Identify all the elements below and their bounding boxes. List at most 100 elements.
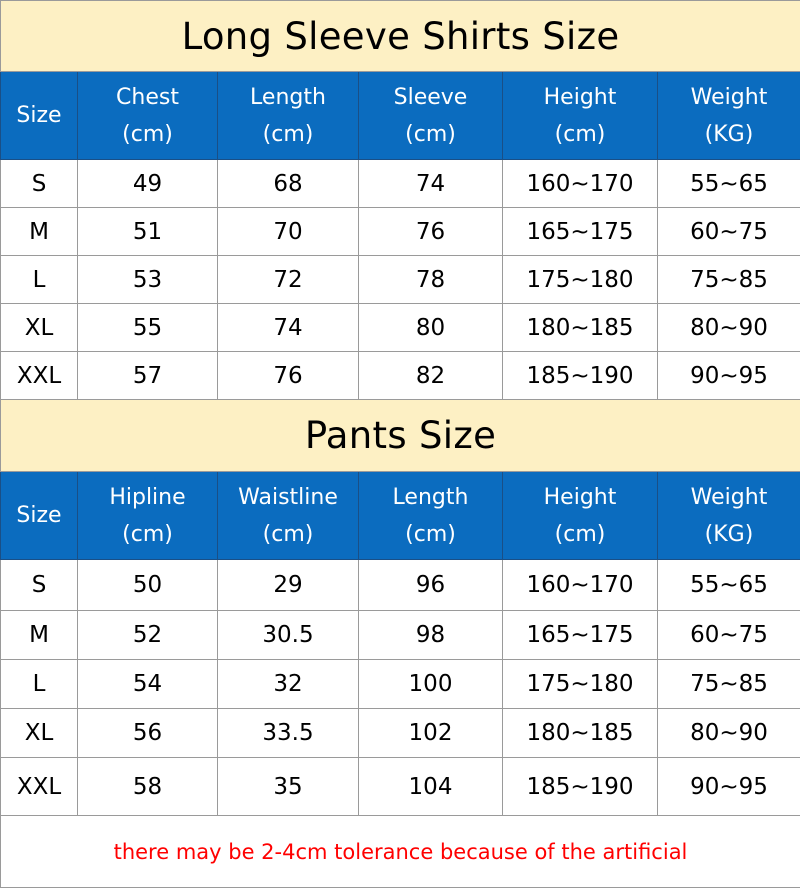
value-cell: 80 bbox=[358, 303, 503, 352]
value-cell: 52 bbox=[77, 610, 218, 660]
size-cell: XL bbox=[0, 303, 78, 352]
value-cell: 55~65 bbox=[657, 159, 800, 208]
tolerance-note: there may be 2-4cm tolerance because of … bbox=[0, 815, 800, 888]
value-cell: 70 bbox=[217, 207, 359, 256]
size-cell: XXL bbox=[0, 351, 78, 400]
table-row: XXL 58 35 104 185~190 90~95 bbox=[0, 757, 800, 816]
column-header: Sleeve (cm) bbox=[358, 71, 503, 160]
header-unit: (cm) bbox=[405, 521, 456, 547]
size-cell: XL bbox=[0, 708, 78, 758]
size-cell: S bbox=[0, 559, 78, 611]
column-header: Size bbox=[0, 71, 78, 160]
header-unit: (cm) bbox=[554, 521, 606, 547]
value-cell: 30.5 bbox=[217, 610, 359, 660]
size-cell: XXL bbox=[0, 757, 78, 816]
header-label: Chest bbox=[116, 84, 179, 110]
header-unit: (cm) bbox=[262, 521, 314, 547]
column-header: Hipline (cm) bbox=[77, 471, 218, 560]
value-cell: 98 bbox=[358, 610, 503, 660]
value-cell: 58 bbox=[77, 757, 218, 816]
column-header: Height (cm) bbox=[502, 471, 658, 560]
value-cell: 55 bbox=[77, 303, 218, 352]
header-unit: (KG) bbox=[704, 521, 754, 547]
header-unit: (cm) bbox=[554, 121, 606, 147]
column-header: Waistline (cm) bbox=[217, 471, 359, 560]
table-row: S 49 68 74 160~170 55~65 bbox=[0, 159, 800, 208]
value-cell: 74 bbox=[358, 159, 503, 208]
table-row: XL 55 74 80 180~185 80~90 bbox=[0, 303, 800, 352]
size-cell: L bbox=[0, 659, 78, 709]
value-cell: 160~170 bbox=[502, 559, 658, 611]
column-header: Height (cm) bbox=[502, 71, 658, 160]
column-header: Length (cm) bbox=[358, 471, 503, 560]
value-cell: 68 bbox=[217, 159, 359, 208]
value-cell: 90~95 bbox=[657, 351, 800, 400]
pants-title: Pants Size bbox=[0, 399, 800, 472]
table-row: L 53 72 78 175~180 75~85 bbox=[0, 255, 800, 304]
value-cell: 56 bbox=[77, 708, 218, 758]
column-header: Length (cm) bbox=[217, 71, 359, 160]
header-unit: (KG) bbox=[704, 121, 754, 147]
value-cell: 55~65 bbox=[657, 559, 800, 611]
shirts-header-row: Size Chest (cm) Length (cm) Sleeve (cm) Height (… bbox=[0, 71, 800, 160]
value-cell: 165~175 bbox=[502, 207, 658, 256]
value-cell: 57 bbox=[77, 351, 218, 400]
pants-header-row: Size Hipline (cm) Waistline (cm) Length (cm) He… bbox=[0, 471, 800, 560]
header-label: Height bbox=[543, 484, 617, 510]
size-cell: M bbox=[0, 207, 78, 256]
column-header: Chest (cm) bbox=[77, 71, 218, 160]
value-cell: 53 bbox=[77, 255, 218, 304]
value-cell: 78 bbox=[358, 255, 503, 304]
value-cell: 32 bbox=[217, 659, 359, 709]
value-cell: 100 bbox=[358, 659, 503, 709]
value-cell: 76 bbox=[358, 207, 503, 256]
value-cell: 90~95 bbox=[657, 757, 800, 816]
value-cell: 104 bbox=[358, 757, 503, 816]
column-header: Size bbox=[0, 471, 78, 560]
table-row: S 50 29 96 160~170 55~65 bbox=[0, 559, 800, 611]
header-unit: (cm) bbox=[405, 121, 456, 147]
value-cell: 102 bbox=[358, 708, 503, 758]
value-cell: 160~170 bbox=[502, 159, 658, 208]
value-cell: 75~85 bbox=[657, 659, 800, 709]
value-cell: 60~75 bbox=[657, 207, 800, 256]
header-unit: (cm) bbox=[122, 521, 173, 547]
pants-title-row: Pants Size bbox=[0, 399, 800, 472]
table-row: XL 56 33.5 102 180~185 80~90 bbox=[0, 708, 800, 758]
value-cell: 54 bbox=[77, 659, 218, 709]
header-label: Length bbox=[392, 484, 469, 510]
header-label: Weight bbox=[690, 484, 768, 510]
value-cell: 80~90 bbox=[657, 708, 800, 758]
value-cell: 72 bbox=[217, 255, 359, 304]
table-row: L 54 32 100 175~180 75~85 bbox=[0, 659, 800, 709]
shirts-title-row: Long Sleeve Shirts Size bbox=[0, 0, 800, 72]
table-row: XXL 57 76 82 185~190 90~95 bbox=[0, 351, 800, 400]
value-cell: 60~75 bbox=[657, 610, 800, 660]
table-row: M 51 70 76 165~175 60~75 bbox=[0, 207, 800, 256]
value-cell: 180~185 bbox=[502, 708, 658, 758]
value-cell: 33.5 bbox=[217, 708, 359, 758]
column-header: Weight (KG) bbox=[657, 71, 800, 160]
value-cell: 175~180 bbox=[502, 255, 658, 304]
value-cell: 50 bbox=[77, 559, 218, 611]
value-cell: 35 bbox=[217, 757, 359, 816]
header-label: Height bbox=[543, 84, 617, 110]
header-label: Hipline bbox=[109, 484, 186, 510]
value-cell: 96 bbox=[358, 559, 503, 611]
table-row: M 52 30.5 98 165~175 60~75 bbox=[0, 610, 800, 660]
value-cell: 76 bbox=[217, 351, 359, 400]
size-cell: L bbox=[0, 255, 78, 304]
header-label: Weight bbox=[690, 84, 768, 110]
value-cell: 29 bbox=[217, 559, 359, 611]
footer-row: there may be 2-4cm tolerance because of … bbox=[0, 815, 800, 888]
value-cell: 175~180 bbox=[502, 659, 658, 709]
header-label: Size bbox=[16, 503, 62, 528]
value-cell: 74 bbox=[217, 303, 359, 352]
size-cell: S bbox=[0, 159, 78, 208]
header-label: Sleeve bbox=[393, 84, 468, 110]
value-cell: 82 bbox=[358, 351, 503, 400]
header-label: Waistline bbox=[238, 484, 338, 510]
value-cell: 180~185 bbox=[502, 303, 658, 352]
value-cell: 185~190 bbox=[502, 757, 658, 816]
